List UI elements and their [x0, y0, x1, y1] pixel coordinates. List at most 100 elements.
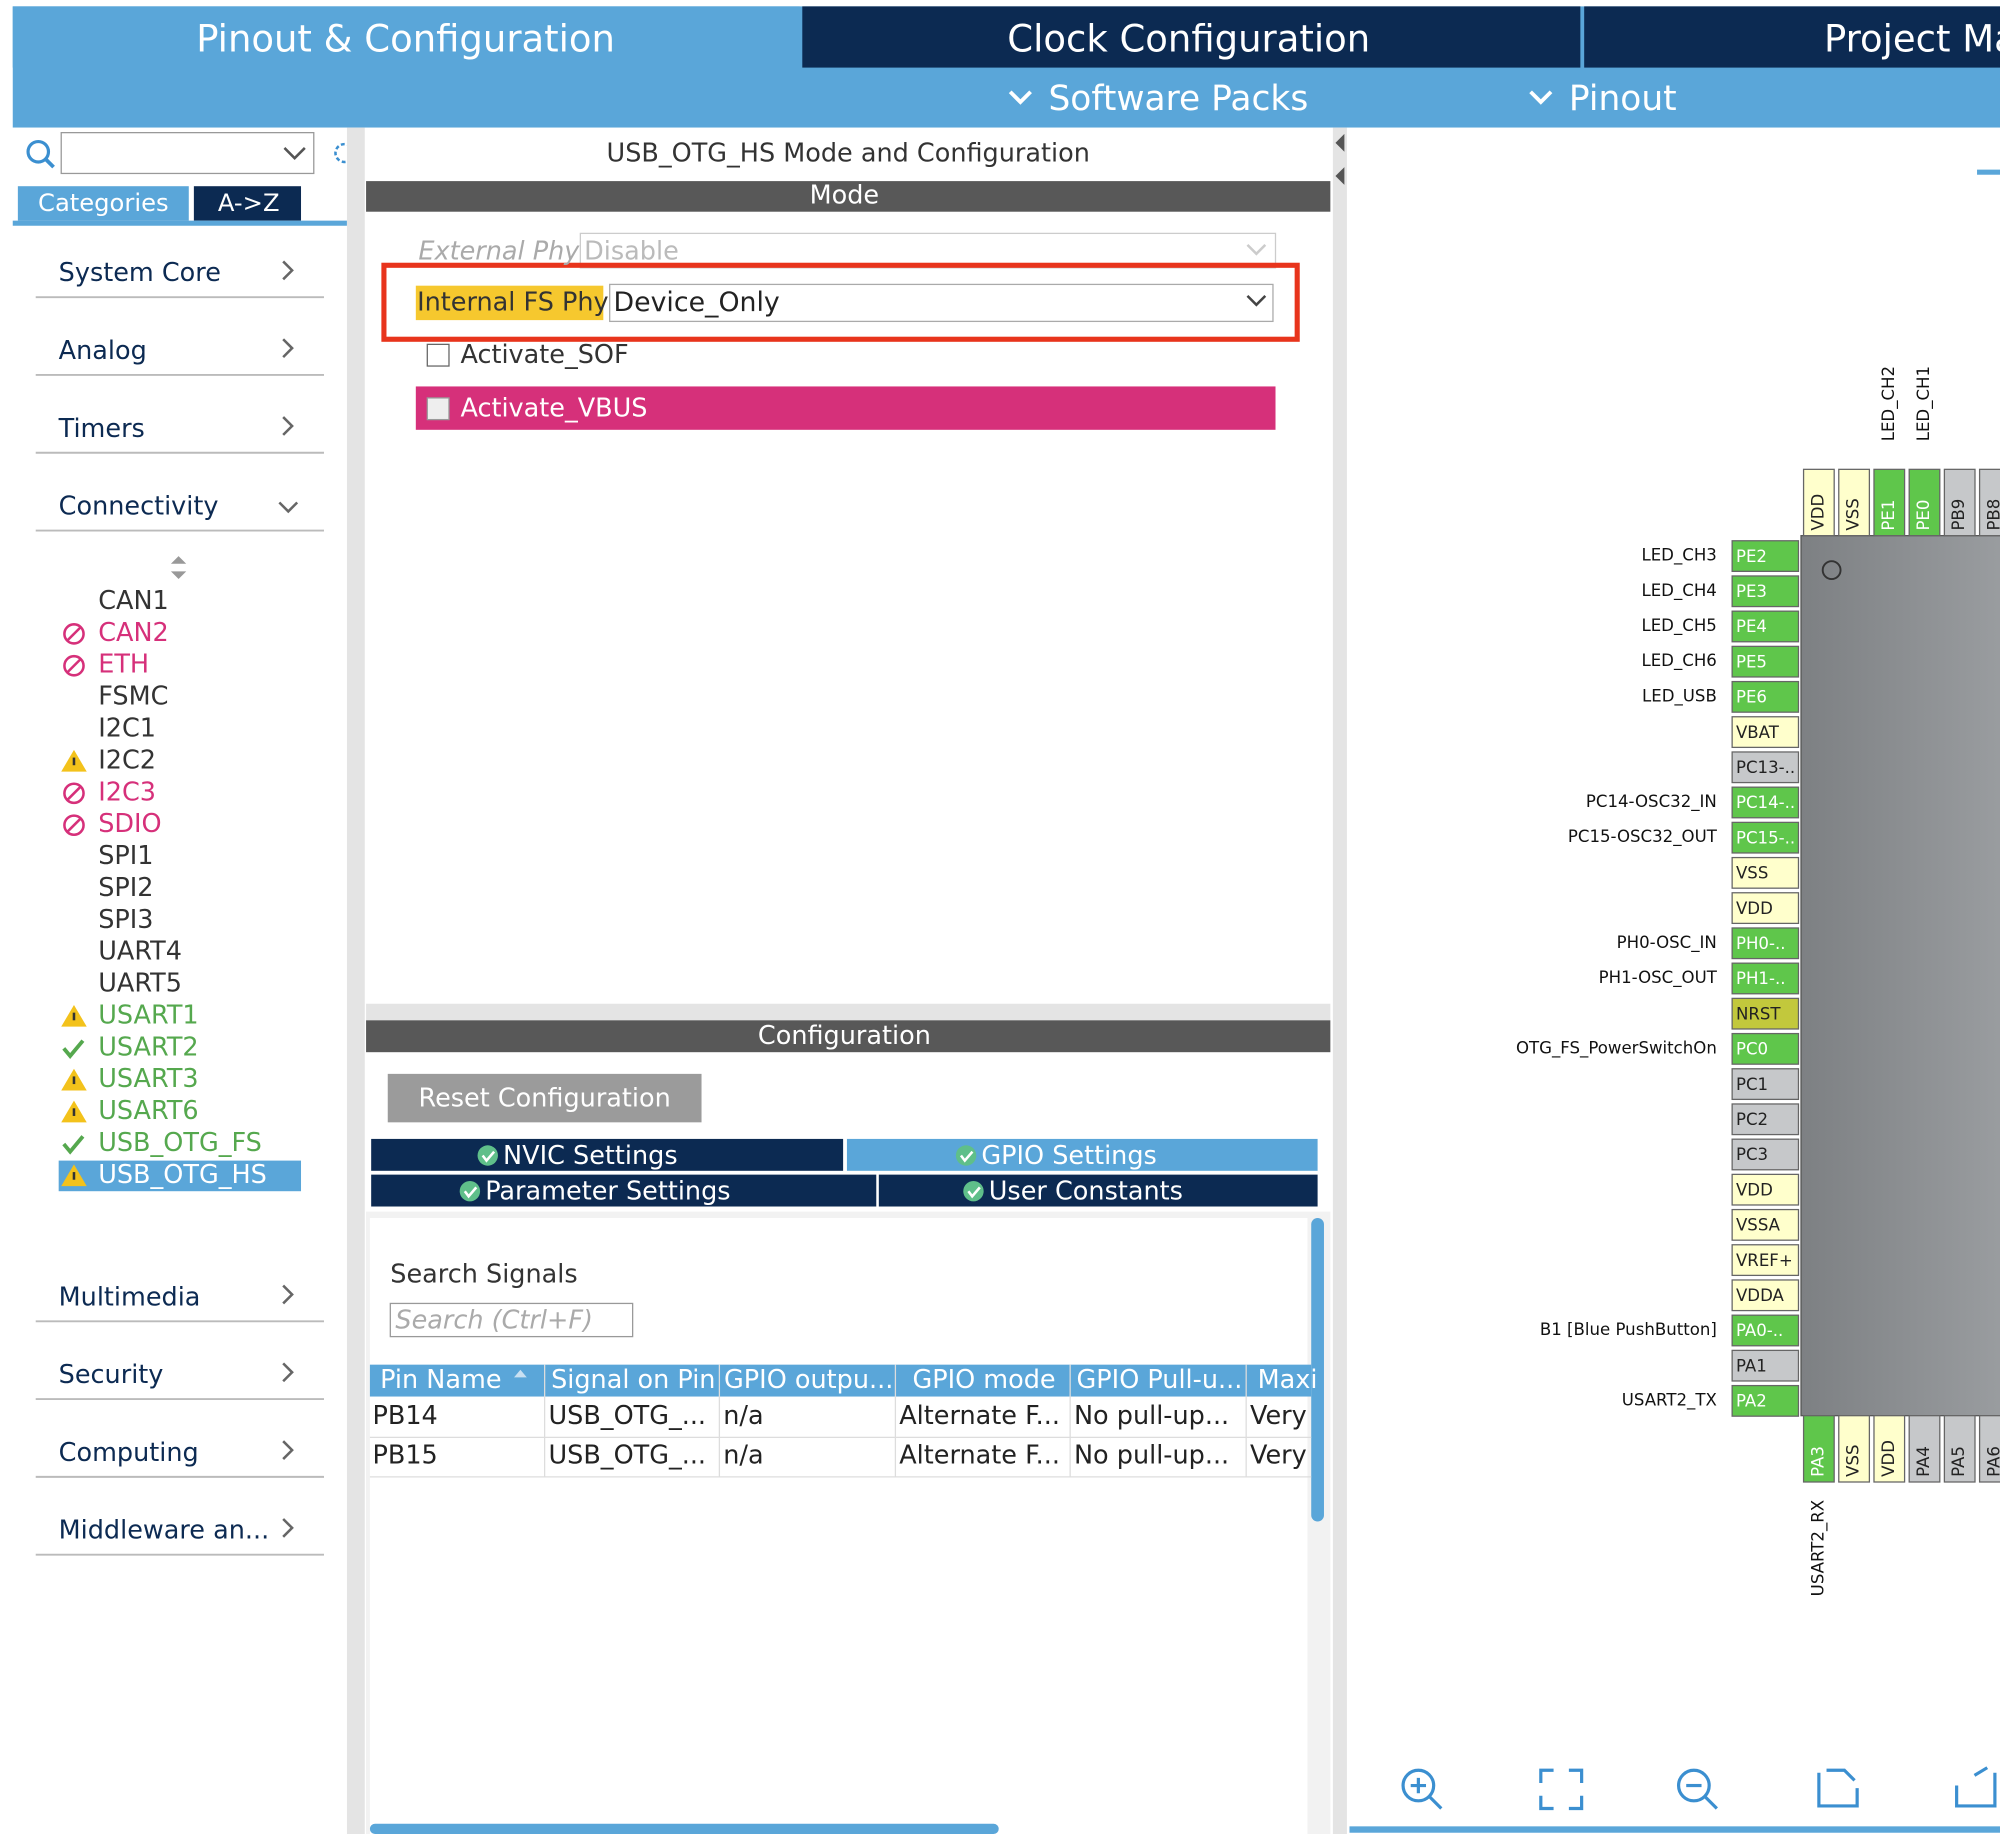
selected-row[interactable]: [58, 1160, 302, 1192]
pin-label: PH1-OSC_OUT: [1599, 968, 1718, 988]
tab-bg[interactable]: [17, 186, 189, 221]
pin[interactable]: [1731, 680, 1800, 713]
peripheral-item[interactable]: I2C2: [98, 745, 156, 775]
dropdown[interactable]: [609, 283, 1274, 323]
pin[interactable]: [1908, 468, 1941, 537]
peripheral-item[interactable]: UART5: [98, 969, 182, 999]
table-cell: Very: [1250, 1440, 1307, 1470]
tab-bg[interactable]: [12, 6, 800, 68]
tab-bg[interactable]: [1584, 6, 2000, 68]
pin-label: LED_CH1: [1914, 366, 1934, 441]
peripheral-item[interactable]: USART1: [98, 1000, 198, 1030]
chevron[interactable]: [282, 1362, 294, 1383]
fit[interactable]: [1539, 1768, 1584, 1811]
peripheral-item[interactable]: SPI2: [98, 873, 153, 903]
pin[interactable]: [1731, 751, 1800, 784]
peripheral-item[interactable]: CAN1: [98, 586, 169, 616]
pin[interactable]: [1873, 1415, 1906, 1483]
column-header[interactable]: GPIO outpu...: [724, 1365, 893, 1395]
pin[interactable]: [1908, 1415, 1941, 1483]
tab-bg[interactable]: [802, 6, 1581, 68]
peripheral-item[interactable]: USB_OTG_FS: [98, 1128, 262, 1158]
pin[interactable]: [1802, 468, 1835, 537]
scrollbar[interactable]: [369, 1823, 999, 1834]
chevron[interactable]: [282, 1440, 294, 1460]
search-combo[interactable]: [60, 132, 315, 175]
peripheral-item[interactable]: FSMC: [98, 682, 168, 712]
pin[interactable]: [1731, 1138, 1800, 1171]
pin[interactable]: [1731, 1032, 1800, 1065]
rotate[interactable]: [1817, 1768, 1859, 1808]
pin[interactable]: [1731, 1349, 1800, 1382]
pin[interactable]: [1731, 1208, 1800, 1241]
chevron[interactable]: [282, 1518, 294, 1538]
peripheral-item[interactable]: USART6: [98, 1096, 198, 1126]
column-header[interactable]: Maxi: [1258, 1365, 1318, 1395]
peripheral-item[interactable]: USART2: [98, 1032, 198, 1062]
peripheral-item[interactable]: UART4: [98, 937, 182, 967]
peripheral-item[interactable]: USART3: [98, 1064, 198, 1094]
rotate[interactable]: [1955, 1766, 1997, 1808]
chevron[interactable]: [282, 260, 294, 281]
button[interactable]: [387, 1073, 702, 1123]
tab-bg[interactable]: [371, 1174, 877, 1207]
pin[interactable]: [1731, 856, 1800, 889]
search-input[interactable]: [389, 1302, 634, 1338]
chevron[interactable]: [282, 338, 294, 359]
pin[interactable]: [1731, 892, 1800, 925]
chevron[interactable]: [282, 416, 294, 436]
peripheral-item[interactable]: ETH: [98, 650, 149, 680]
column-header[interactable]: GPIO mode: [912, 1365, 1055, 1395]
tab-bg[interactable]: [371, 1138, 844, 1171]
pin[interactable]: [1838, 468, 1871, 537]
chevron[interactable]: [278, 501, 299, 514]
table-cell: Alternate F...: [899, 1401, 1060, 1431]
pin[interactable]: [1731, 1244, 1800, 1277]
column-header[interactable]: Signal on Pin: [551, 1365, 715, 1395]
column-header[interactable]: GPIO Pull-u...: [1077, 1365, 1243, 1395]
chevron[interactable]: [282, 1284, 294, 1305]
pin[interactable]: [1978, 1415, 2000, 1483]
pin[interactable]: [1731, 540, 1800, 573]
peripheral-item[interactable]: CAN2: [98, 618, 169, 648]
pin[interactable]: [1731, 716, 1800, 749]
checkbox[interactable]: [426, 397, 450, 421]
tab-bg[interactable]: [846, 1138, 1318, 1171]
peripheral-item[interactable]: I2C1: [98, 714, 156, 744]
peripheral-item[interactable]: SPI3: [98, 905, 153, 935]
pin[interactable]: [1838, 1415, 1871, 1483]
pin[interactable]: [1873, 468, 1906, 537]
pin[interactable]: [1731, 1279, 1800, 1312]
peripheral-item[interactable]: I2C3: [98, 777, 156, 807]
scrollbar[interactable]: [1311, 1217, 1324, 1522]
peripheral-item[interactable]: USB_OTG_HS: [98, 1160, 267, 1190]
pin[interactable]: [1943, 1415, 1976, 1483]
pin[interactable]: [1731, 821, 1800, 854]
column-header[interactable]: Pin Name: [380, 1365, 501, 1395]
pin-name: VREF+: [1736, 1251, 1793, 1270]
pin[interactable]: [1731, 1068, 1800, 1101]
pin[interactable]: [1731, 786, 1800, 819]
zoom-in[interactable]: [1401, 1768, 1436, 1803]
pin[interactable]: [1731, 1173, 1800, 1206]
pin[interactable]: [1731, 1103, 1800, 1136]
pin[interactable]: [1802, 1415, 1835, 1483]
pin[interactable]: [1731, 962, 1800, 995]
pin[interactable]: [1731, 1314, 1800, 1347]
pin[interactable]: [1978, 468, 2000, 537]
peripheral-item[interactable]: SDIO: [98, 809, 161, 839]
checkbox[interactable]: [426, 343, 450, 367]
tab-bg[interactable]: [193, 186, 302, 221]
pin[interactable]: [1731, 1384, 1800, 1417]
pin[interactable]: [1943, 468, 1976, 537]
pin[interactable]: [1731, 575, 1800, 608]
search-icon[interactable]: [26, 139, 51, 164]
tab-bg[interactable]: [878, 1174, 1318, 1207]
pin[interactable]: [1731, 927, 1800, 960]
zoom-out[interactable]: [1676, 1768, 1711, 1803]
pin[interactable]: [1731, 610, 1800, 643]
collapse-arrows[interactable]: [1335, 133, 1345, 185]
pin[interactable]: [1731, 997, 1800, 1030]
pin[interactable]: [1731, 645, 1800, 678]
peripheral-item[interactable]: SPI1: [98, 841, 153, 871]
